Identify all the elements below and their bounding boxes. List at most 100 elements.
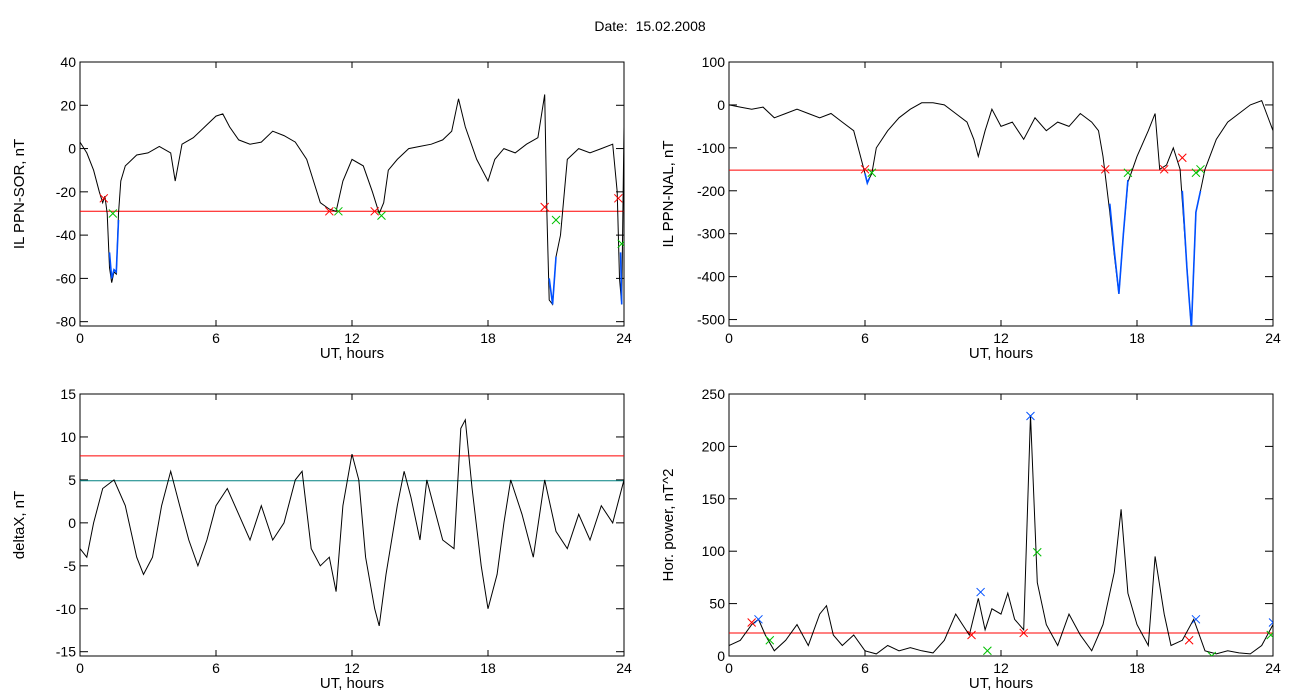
cross-marker	[983, 646, 992, 656]
cross-marker	[1159, 164, 1169, 174]
plot-frame	[728, 61, 1274, 327]
plot-frame	[79, 393, 625, 657]
y-tick-label: 15	[60, 386, 76, 402]
x-tick-label: 24	[616, 330, 632, 346]
series-line	[548, 256, 557, 305]
cross-marker	[370, 206, 380, 216]
cross-marker	[108, 209, 118, 218]
y-tick-label: -15	[56, 644, 76, 660]
x-tick-label: 0	[725, 660, 733, 676]
cross-marker	[1177, 153, 1187, 163]
panel-4: 0 6 12 18 24 0 50 100 150 200 250 UT, hours Hor. pow…	[660, 386, 1281, 692]
figure-title: Date: 15.02.2008	[594, 18, 706, 34]
y-tick-label: -60	[56, 270, 76, 286]
cross-marker	[765, 635, 775, 645]
x-tick-label: 18	[480, 330, 496, 346]
y-tick-label: -500	[697, 312, 725, 328]
panel-1: 0 6 12 18 24 -80 -60 -40 -20 0 20 40 UT, hours IL PPN…	[11, 54, 632, 362]
y-tick-label: -200	[697, 183, 725, 199]
cross-marker	[747, 618, 757, 627]
x-tick-label: 24	[616, 660, 632, 676]
cross-marker	[976, 587, 985, 597]
cross-marker	[617, 239, 624, 249]
data-layer	[729, 99, 1273, 326]
series-line	[729, 99, 1273, 326]
plot-frame	[728, 393, 1274, 657]
x-tick-label: 6	[212, 660, 220, 676]
x-tick-label: 12	[993, 660, 1009, 676]
cross-marker	[867, 168, 877, 178]
cross-marker	[1207, 651, 1217, 656]
cross-marker	[334, 206, 343, 216]
y-tick-label: 20	[60, 97, 76, 113]
series-line	[729, 414, 1273, 655]
panel-2: 0 6 12 18 24 -500 -400 -300 -200 -100 0 100 UT, hour…	[660, 54, 1281, 362]
cross-marker	[1196, 164, 1205, 174]
series-line	[1109, 179, 1129, 294]
cross-marker	[377, 211, 386, 220]
y-tick-label: 50	[709, 596, 725, 612]
cross-marker	[551, 215, 561, 225]
x-tick-label: 24	[1265, 330, 1281, 346]
x-tick-label: 18	[480, 660, 496, 676]
panel-3: 0 6 12 18 24 -15 -10 -5 0 5 10 15 UT, hours deltaX, n…	[11, 386, 632, 692]
cross-marker	[1026, 411, 1035, 421]
y-tick-label: 40	[60, 54, 76, 70]
data-layer	[80, 94, 624, 306]
x-tick-label: 0	[76, 330, 84, 346]
x-axis-label: UT, hours	[320, 345, 384, 362]
cross-marker	[1019, 628, 1029, 638]
series-line	[80, 94, 624, 306]
x-tick-label: 6	[861, 660, 869, 676]
cross-marker	[1191, 168, 1201, 178]
y-tick-label: 0	[68, 141, 76, 157]
x-axis-label: UT, hours	[969, 345, 1033, 362]
cross-marker	[1191, 614, 1201, 624]
cross-marker	[1032, 547, 1042, 557]
y-tick-label: 200	[702, 438, 726, 454]
y-tick-label: -5	[64, 558, 77, 574]
y-tick-label: 150	[702, 491, 726, 507]
cross-marker	[1266, 630, 1273, 640]
y-tick-label: 5	[68, 472, 76, 488]
cross-marker	[1100, 164, 1110, 174]
cross-marker	[754, 614, 763, 624]
y-tick-label: 100	[702, 543, 726, 559]
x-tick-label: 0	[76, 660, 84, 676]
y-axis-label: deltaX, nT	[11, 491, 28, 559]
plot-frame	[79, 61, 625, 327]
x-axis-label: UT, hours	[320, 675, 384, 692]
y-tick-label: -300	[697, 226, 725, 242]
cross-marker	[540, 202, 550, 212]
series-line	[619, 252, 623, 305]
series-line	[108, 219, 120, 279]
x-tick-label: 12	[344, 660, 360, 676]
y-axis-label: IL PPN-NAL, nT	[660, 141, 677, 248]
y-tick-label: 10	[60, 429, 76, 445]
x-tick-label: 18	[1129, 330, 1145, 346]
cross-marker	[1184, 635, 1194, 645]
x-tick-label: 6	[212, 330, 220, 346]
y-tick-label: 100	[702, 54, 726, 70]
cross-marker	[967, 630, 976, 640]
cross-marker	[99, 193, 109, 203]
series-line	[80, 418, 624, 627]
x-tick-label: 12	[993, 330, 1009, 346]
x-tick-label: 0	[725, 330, 733, 346]
y-axis-label: Hor. power, nT^2	[660, 469, 677, 582]
y-tick-label: 0	[717, 97, 725, 113]
x-tick-label: 24	[1265, 660, 1281, 676]
y-axis-label: IL PPN-SOR, nT	[11, 139, 28, 249]
cross-marker	[613, 193, 623, 203]
cross-marker	[1268, 618, 1273, 627]
cross-marker	[1123, 168, 1133, 178]
y-tick-label: 0	[68, 515, 76, 531]
y-tick-label: -100	[697, 140, 725, 156]
y-tick-label: 250	[702, 386, 726, 402]
cross-marker	[860, 164, 870, 174]
data-layer	[729, 411, 1273, 656]
y-tick-label: -40	[56, 227, 76, 243]
x-axis-label: UT, hours	[969, 675, 1033, 692]
data-layer	[80, 418, 624, 627]
